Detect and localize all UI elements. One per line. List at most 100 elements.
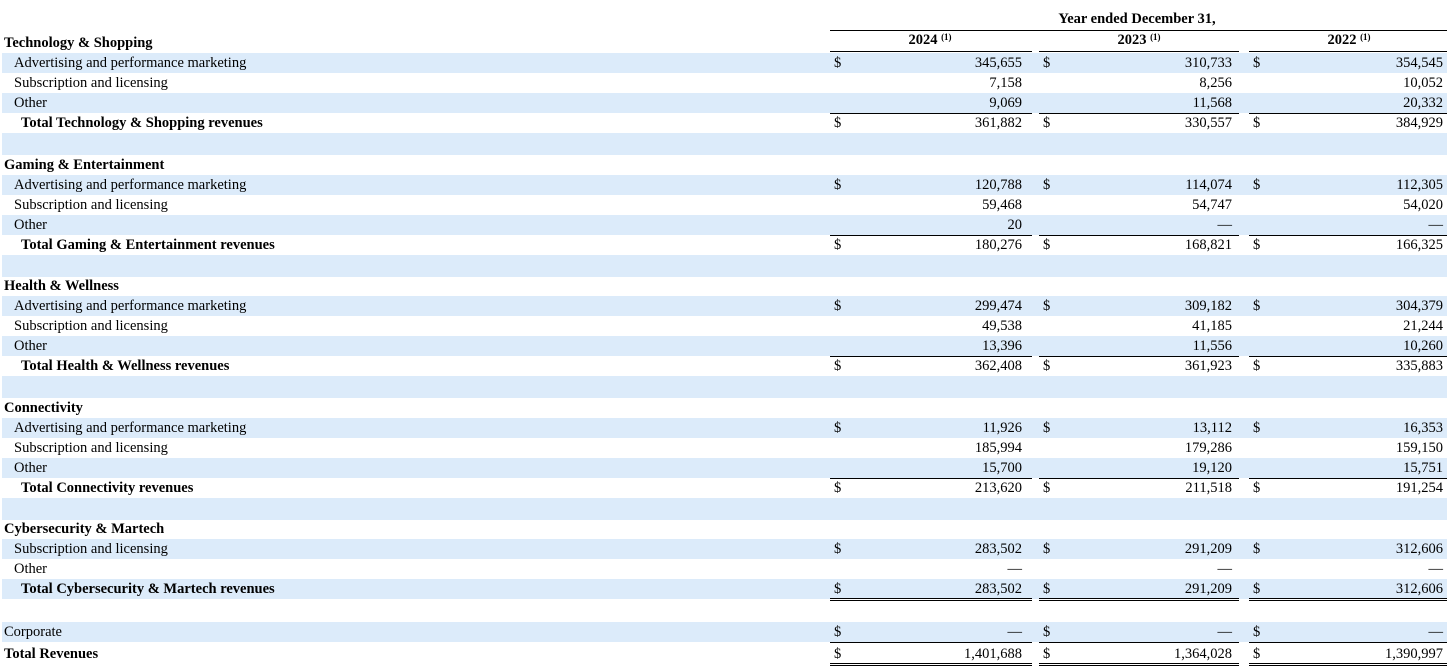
total-double-rule [830,598,1032,601]
cell-value: 330,557 [1184,115,1232,131]
cell-value: 54,020 [1403,197,1443,213]
year-rule-2022 [1249,51,1447,52]
row-label: Corporate [4,624,62,640]
table-row: Subscription and licensing 49,538 41,185 21… [2,316,1447,336]
currency-symbol: $ [1043,420,1051,436]
subtotal-rule [1249,478,1447,479]
cell-value: 21,244 [1403,318,1443,334]
table-row: Advertising and performance marketing $29… [2,296,1447,316]
segment-total-row: Total Connectivity revenues $213,620 $211,… [2,478,1447,498]
table-row: Other 15,700 19,120 15,751 [2,458,1447,478]
currency-symbol: $ [1253,55,1261,71]
cell-value: 361,882 [974,115,1022,131]
cell-value: 114,074 [1185,177,1232,193]
cell-value: 49,538 [982,318,1022,334]
currency-symbol: $ [834,420,842,436]
spacer-row [2,376,1447,398]
year-header-2023: 2023 (1) [1039,32,1239,49]
currency-symbol: $ [834,624,842,640]
currency-symbol: $ [834,646,842,662]
cell-value: 1,364,028 [1174,646,1232,662]
cell-value: 168,821 [1184,237,1232,253]
table-row: Subscription and licensing 7,158 8,256 10,0… [2,73,1447,93]
subtotal-rule [1249,235,1447,236]
currency-symbol: $ [1043,646,1051,662]
grand-total-row: Total Revenues $1,401,688 $1,364,028 $1,390… [2,644,1447,664]
row-label: Subscription and licensing [14,75,168,91]
corporate-rule [1039,642,1239,643]
currency-symbol: $ [1043,541,1051,557]
table-row: Other 20 — — [2,215,1447,235]
currency-symbol: $ [1253,115,1261,131]
cell-value: 9,069 [989,95,1022,111]
cell-value: — [1428,561,1444,577]
currency-symbol: $ [1043,237,1051,253]
segment-heading: Technology & Shopping [2,33,1447,53]
row-label: Other [14,95,48,111]
row-label: Technology & Shopping [4,35,153,51]
subtotal-rule [1249,113,1447,114]
cell-value: 10,052 [1403,75,1443,91]
table-row: Subscription and licensing $283,502 $291,2… [2,539,1447,559]
currency-symbol: $ [834,541,842,557]
currency-symbol: $ [834,358,842,374]
cell-value: 361,923 [1184,358,1232,374]
cell-value: 299,474 [974,298,1022,314]
cell-value: 15,751 [1403,460,1443,476]
cell-value: 112,305 [1396,177,1443,193]
table-row: Subscription and licensing 59,468 54,747 54… [2,195,1447,215]
cell-value: 59,468 [982,197,1022,213]
currency-symbol: $ [1253,581,1261,597]
year-label: 2024 [908,32,938,48]
row-label: Advertising and performance marketing [14,55,247,71]
row-label: Subscription and licensing [14,440,168,456]
table-row: Advertising and performance marketing $12… [2,175,1447,195]
grand-total-double-rule [1039,663,1239,666]
row-label: Other [14,460,48,476]
currency-symbol: $ [1043,115,1051,131]
period-header: Year ended December 31, [1058,11,1216,27]
row-label: Total Technology & Shopping revenues [21,115,263,131]
footnote-marker: (1) [1360,32,1371,42]
cell-value: 20,332 [1403,95,1443,111]
spacer-row [2,133,1447,155]
header-rule [830,30,1447,31]
cell-value: 7,158 [989,75,1022,91]
currency-symbol: $ [834,177,842,193]
footnote-marker: (1) [1150,32,1161,42]
subtotal-rule [830,356,1032,357]
table-row: Advertising and performance marketing $34… [2,53,1447,73]
cell-value: — [1217,217,1233,233]
cell-value: 179,286 [1184,440,1232,456]
corporate-row: Corporate $ — $ — $ — [2,622,1447,642]
segment-total-row: Total Cybersecurity & Martech revenues $2… [2,579,1447,599]
cell-value: 159,150 [1395,440,1443,456]
cell-value: 8,256 [1199,75,1232,91]
cell-value: 304,379 [1395,298,1443,314]
row-label: Other [14,217,48,233]
cell-value: 310,733 [1184,55,1232,71]
cell-value: — [1007,561,1023,577]
year-label: 2022 [1327,32,1357,48]
table-row: Other — — — [2,559,1447,579]
table-row: Subscription and licensing 185,994 179,286… [2,438,1447,458]
row-label: Advertising and performance marketing [14,298,247,314]
total-double-rule [1249,598,1447,601]
subtotal-rule [1249,356,1447,357]
table-row: Other 9,069 11,568 20,332 [2,93,1447,113]
currency-symbol: $ [1253,646,1261,662]
subtotal-rule [830,113,1032,114]
cell-value: — [1428,624,1444,640]
currency-symbol: $ [834,55,842,71]
subtotal-rule [1039,235,1239,236]
currency-symbol: $ [834,480,842,496]
segment-heading: Health & Wellness [2,276,1447,296]
year-label: 2023 [1117,32,1147,48]
currency-symbol: $ [1253,237,1261,253]
cell-value: 166,325 [1395,237,1443,253]
cell-value: — [1217,624,1233,640]
cell-value: 16,353 [1403,420,1443,436]
currency-symbol: $ [1253,298,1261,314]
cell-value: 54,747 [1192,197,1232,213]
